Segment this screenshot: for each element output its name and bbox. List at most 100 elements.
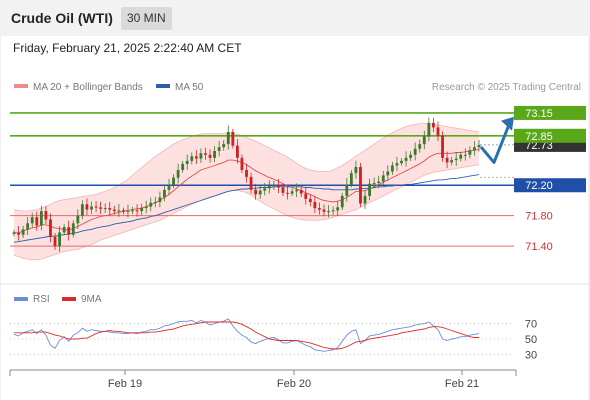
candle-body [281, 187, 285, 193]
rsi-legend-swatch [14, 297, 28, 301]
candle-body [263, 188, 267, 191]
ma50-legend-label: MA 50 [175, 82, 204, 93]
candle-body [404, 157, 408, 161]
candle-body [44, 211, 48, 220]
candle-body [17, 232, 20, 235]
candle-body [267, 186, 271, 189]
rsi-tick-label: 50 [525, 334, 537, 346]
candle-body [231, 131, 235, 146]
candle-body [194, 156, 198, 159]
candle-body [76, 215, 80, 224]
rsi-legend-label: RSI [33, 294, 50, 305]
level-tag-72.85 [514, 128, 586, 143]
candle-body [240, 157, 244, 171]
candle-body [459, 154, 463, 159]
candle-body [254, 189, 258, 195]
candle-body [318, 208, 321, 210]
candle-body [308, 198, 312, 202]
candle-body [377, 181, 381, 183]
candle-body [276, 185, 280, 188]
candle-body [390, 165, 394, 172]
candle-body [436, 127, 440, 136]
candle-body [322, 209, 326, 212]
candle-body [185, 160, 189, 164]
candle-body [213, 150, 217, 158]
candle-body [468, 150, 472, 155]
candle-body [199, 153, 203, 159]
candle-body [409, 154, 413, 158]
candle-body [90, 206, 93, 210]
candle-body [272, 185, 276, 187]
candle-body [85, 204, 89, 210]
ma9-legend-swatch [62, 297, 76, 301]
candle-body [62, 227, 66, 233]
candle-body [431, 122, 435, 128]
rsi-panel: RSI 9MA 70 50 30 [10, 294, 537, 361]
level-label-72.20: 72.20 [525, 180, 553, 192]
panel-frame [0, 36, 590, 400]
candle-body [441, 135, 444, 158]
candle-body [12, 232, 16, 234]
candle-body [135, 210, 139, 212]
candle-body [235, 145, 239, 158]
candle-body [450, 160, 454, 163]
candle-body [413, 148, 417, 155]
level-labels: 72.73 73.15 72.85 72.20 71.80 71.40 [514, 105, 586, 253]
candle-body [190, 156, 194, 161]
candle-body [149, 202, 153, 207]
candle-body [299, 189, 303, 194]
forecast-arrow [479, 116, 514, 164]
candle-body [363, 195, 367, 204]
candle-body [103, 208, 107, 210]
candle-body [117, 210, 121, 212]
candle-body [94, 206, 98, 208]
candle-body [418, 144, 422, 149]
candle-body [258, 190, 262, 195]
ma50-legend-swatch [156, 84, 170, 88]
candle-body [336, 207, 340, 211]
timestamp: Friday, February 21, 2025 2:22:40 AM CET [13, 41, 242, 55]
x-axis: Feb 19 Feb 20 Feb 21 [9, 369, 517, 390]
candle-body [126, 211, 130, 213]
forecast-arrowhead [501, 116, 514, 131]
candle-body [245, 170, 248, 177]
candle-body [172, 177, 175, 186]
rsi-tick-label: 30 [525, 349, 537, 361]
level-tag-72.20 [514, 178, 586, 193]
credit: Research © 2025 Trading Central [432, 82, 581, 93]
candle-body [222, 144, 226, 148]
ma50-line [13, 174, 480, 243]
candle-body [422, 136, 426, 145]
candle-body [286, 192, 289, 194]
candle-body [71, 223, 75, 235]
x-tick-label: Feb 19 [108, 378, 142, 390]
candle-body [163, 189, 166, 198]
candle-body [473, 147, 476, 151]
candle-body [131, 210, 134, 212]
candle-body [217, 147, 221, 151]
candle-body [290, 191, 294, 194]
rsi-line [13, 318, 480, 352]
candle-body [368, 183, 372, 196]
candle-body [35, 217, 39, 226]
candle-body [108, 208, 112, 210]
header-bar [0, 0, 590, 36]
candle-body [167, 185, 171, 190]
candle-body [67, 227, 71, 235]
candle-body [427, 122, 431, 137]
candle-body [58, 232, 62, 247]
candle-body [345, 184, 349, 196]
ma20-legend-swatch [14, 84, 28, 88]
candle-body [400, 160, 403, 164]
candle-body [140, 208, 144, 212]
candle-body [176, 170, 180, 178]
candle-body [386, 171, 390, 176]
candle-body [249, 176, 253, 190]
level-label-73.15: 73.15 [525, 108, 553, 120]
candle-body [340, 195, 344, 208]
candle-body [381, 175, 385, 182]
timeframe-button[interactable]: 30 MIN [121, 7, 172, 30]
candle-body [181, 163, 185, 171]
candle-body [445, 157, 449, 163]
